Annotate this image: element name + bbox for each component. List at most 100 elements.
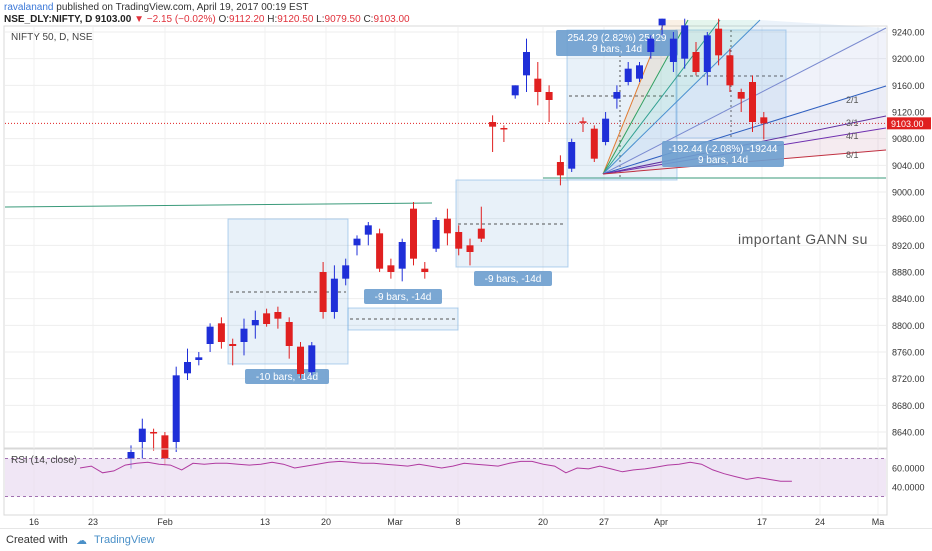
tradingview-brand[interactable]: TradingView (94, 534, 155, 546)
footer-bar: Created with ☁ TradingView (0, 528, 932, 551)
candle (251, 320, 259, 326)
price-tick-label: 9080.00 (892, 134, 925, 144)
high-label: H: (267, 14, 278, 25)
time-tick-label: 24 (815, 517, 825, 527)
open-value: 9112.20 (229, 14, 265, 25)
high-value: 9120.50 (277, 14, 314, 25)
time-tick-label: 8 (455, 517, 460, 527)
candle (138, 428, 146, 442)
candle (263, 313, 271, 324)
time-tick-label: 20 (538, 517, 548, 527)
candle (545, 92, 553, 100)
price-tick-label: 8920.00 (892, 241, 925, 251)
candle (421, 268, 429, 272)
candle (737, 92, 745, 99)
rsi-tick-label: 60.0000 (892, 464, 925, 474)
down-arrow-icon: ▼ (134, 14, 144, 25)
candle (636, 65, 643, 79)
price-tick-label: 8680.00 (892, 401, 925, 411)
gann-fan-line (602, 85, 887, 175)
measure-label: 9 bars, 14d (592, 44, 642, 55)
last-price-tag-bg (887, 117, 931, 130)
candle (602, 118, 610, 142)
last-price-tag: 9103.00 (891, 119, 924, 129)
measure-label: 9 bars, 14d (698, 155, 748, 166)
candle (534, 78, 542, 92)
measure-label-bg (662, 141, 784, 167)
candle (681, 25, 689, 59)
candle (364, 225, 372, 235)
candle (127, 452, 135, 459)
last-price: 9103.00 (95, 14, 132, 25)
candle (217, 323, 225, 342)
price-chart[interactable]: NIFTY 50, D, NSE 2/1 3/1 4/1 8/1 -10 bars, -… (0, 0, 932, 528)
candle (658, 18, 666, 26)
candle (477, 228, 485, 239)
date-range-box (347, 307, 459, 331)
gann-fan-line (602, 19, 761, 175)
candle (319, 272, 327, 312)
price-pane-border (3, 25, 888, 449)
candle (613, 92, 621, 99)
candle (387, 265, 395, 272)
candle (590, 128, 598, 159)
low-label: L: (316, 14, 325, 25)
measure-label: -192.44 (-2.08%) -19244 (669, 144, 778, 155)
candle (184, 362, 191, 374)
candle (376, 233, 384, 269)
rsi-tick-label: 40.0000 (892, 483, 925, 493)
candle (195, 357, 203, 360)
publisher-name[interactable]: ravalanand (4, 2, 54, 13)
price-tick-label: 8800.00 (892, 321, 925, 331)
open-label: O: (218, 14, 230, 25)
candle (150, 432, 158, 434)
range-label-bg (474, 271, 552, 286)
gann-note: important GANN su (738, 231, 868, 247)
candle (760, 117, 768, 124)
candle (274, 312, 282, 319)
published-text: published on TradingView.com, April 19, … (56, 2, 309, 13)
candle (206, 326, 214, 344)
gann-fan-line (602, 19, 721, 175)
candle (240, 328, 248, 342)
range-label-bg (364, 289, 442, 304)
price-tick-label: 8720.00 (892, 374, 925, 384)
candle (579, 121, 587, 123)
time-tick-label: 27 (599, 517, 609, 527)
time-tick-label: 16 (29, 517, 39, 527)
price-tick-label: 9040.00 (892, 161, 925, 171)
close-label: C: (363, 14, 374, 25)
price-tick-label: 8880.00 (892, 268, 925, 278)
support-line (4, 202, 433, 208)
candle (523, 52, 530, 76)
candle (726, 55, 734, 86)
candle (229, 344, 237, 346)
price-tick-label: 9000.00 (892, 188, 925, 198)
candle (624, 68, 632, 82)
candle (500, 128, 508, 130)
change-value: −2.15 (−0.02%) (146, 14, 216, 25)
range-label: -10 bars, -14d (256, 372, 318, 383)
gann-fan-label: 2/1 (846, 95, 859, 105)
gann-fan-label: 3/1 (846, 118, 859, 128)
price-tick-label: 8960.00 (892, 214, 925, 224)
candle (432, 220, 440, 249)
time-tick-label: Feb (157, 517, 173, 527)
gann-fan-label: 8/1 (846, 150, 859, 160)
price-tick-label: 8840.00 (892, 294, 925, 304)
rsi-legend: RSI (14, close) (11, 455, 77, 466)
candle (556, 162, 564, 176)
chart-legend: NIFTY 50, D, NSE (11, 32, 93, 43)
time-tick-label: Mar (387, 517, 403, 527)
time-tick-label: Apr (654, 517, 668, 527)
gann-fan-line (602, 27, 887, 175)
price-tick-label: 9240.00 (892, 28, 925, 38)
candle (342, 265, 350, 279)
candle (455, 232, 463, 249)
candle (161, 435, 169, 459)
candle (669, 38, 677, 62)
candle (489, 122, 497, 127)
range-label-bg (245, 369, 329, 384)
rsi-band (5, 458, 886, 497)
